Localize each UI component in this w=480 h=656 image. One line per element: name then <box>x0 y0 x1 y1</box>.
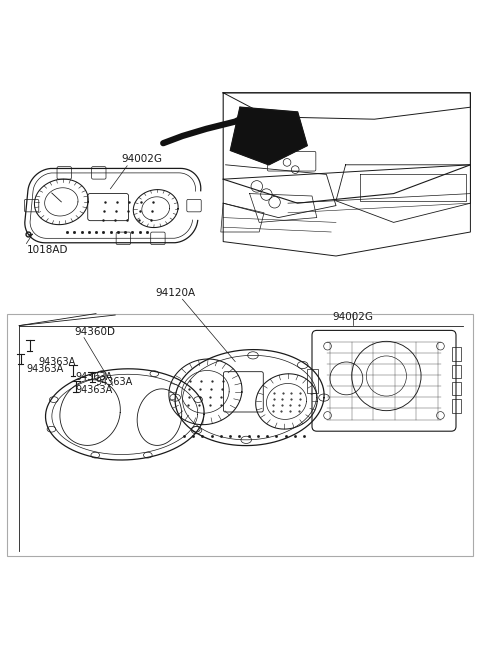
Text: 94363A: 94363A <box>76 385 113 396</box>
Text: 94120A: 94120A <box>155 288 195 298</box>
Bar <box>452 382 461 396</box>
Bar <box>452 400 461 413</box>
Bar <box>452 365 461 378</box>
Text: 94363A: 94363A <box>95 377 132 387</box>
Text: 94363A: 94363A <box>38 357 76 367</box>
Bar <box>452 347 461 361</box>
Bar <box>7 314 473 556</box>
Bar <box>307 369 318 393</box>
Text: 94360D: 94360D <box>74 327 115 337</box>
Text: 94002G: 94002G <box>332 312 373 322</box>
Polygon shape <box>230 107 307 165</box>
Text: 94002G: 94002G <box>121 154 162 164</box>
Text: 94363A: 94363A <box>76 372 113 382</box>
Text: 1018AD: 1018AD <box>26 245 68 255</box>
Text: 94363A: 94363A <box>26 364 64 374</box>
